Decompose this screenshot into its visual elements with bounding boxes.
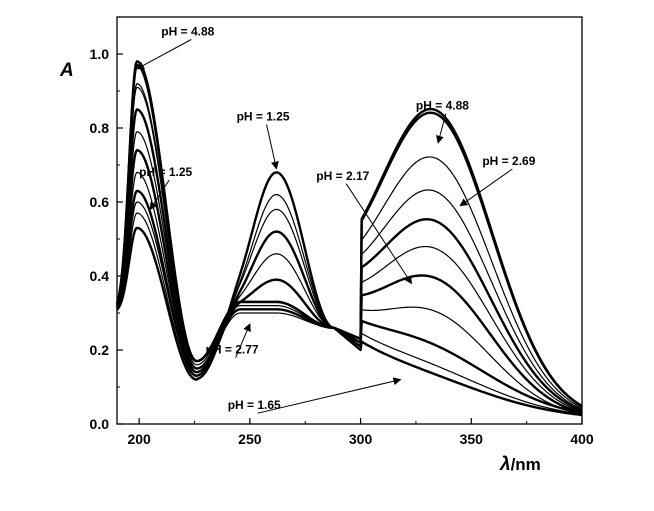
annotation-label: pH = 2.17	[316, 169, 369, 183]
y-tick-label: 0.4	[90, 268, 110, 284]
annotation-label: pH = 2.69	[482, 154, 535, 168]
spectrum-line-8	[116, 171, 583, 415]
annotations-group: pH = 4.88 pH = 1.25 pH = 1.25 pH = 2.17 pH =…	[136, 25, 536, 414]
y-axis-label: A	[59, 60, 74, 81]
y-tick-label: 0.6	[90, 194, 110, 210]
annotation-label: pH = 1.25	[139, 165, 192, 179]
x-tick-label: 200	[127, 431, 151, 447]
spectra-series-group	[115, 60, 583, 417]
y-tick-label: 0.0	[90, 416, 110, 432]
y-tick-label: 1.0	[90, 46, 110, 62]
spectrum-line-12	[116, 171, 583, 417]
x-axis-label: λ/nm	[499, 454, 541, 475]
annotation-arrow	[235, 323, 251, 358]
annotation-arrow	[266, 124, 279, 170]
annotation-arrow	[149, 179, 170, 211]
ticks-group: 200 250 300 350 400 0.0 0.2 0.4 0.6 0.8 1.0	[90, 16, 594, 447]
x-tick-label: 250	[238, 431, 262, 447]
annotation-arrow	[345, 183, 413, 285]
x-tick-label: 300	[349, 431, 373, 447]
annotation-label: pH = 1.65	[228, 398, 281, 412]
spectrum-line-9	[115, 189, 583, 414]
x-tick-label: 350	[460, 431, 484, 447]
x-tick-label: 400	[570, 431, 594, 447]
x-axis-symbol: λ	[499, 454, 511, 475]
annotation-label: pH = 2.77	[206, 343, 259, 357]
annotation-arrow	[459, 168, 513, 207]
spectrum-line-10	[116, 201, 583, 415]
annotation-label: pH = 1.25	[237, 110, 290, 124]
annotation-arrow	[136, 39, 192, 70]
y-tick-label: 0.2	[90, 342, 110, 358]
y-tick-label: 0.8	[90, 120, 110, 136]
annotation-label: pH = 4.88	[416, 99, 469, 113]
annotation-arrow	[257, 377, 402, 414]
spectrum-line-11	[116, 194, 583, 416]
x-axis-unit: /nm	[511, 455, 541, 474]
plot-frame	[116, 16, 583, 425]
annotation-label: pH = 4.88	[161, 25, 214, 39]
annotation-arrow	[436, 113, 447, 144]
